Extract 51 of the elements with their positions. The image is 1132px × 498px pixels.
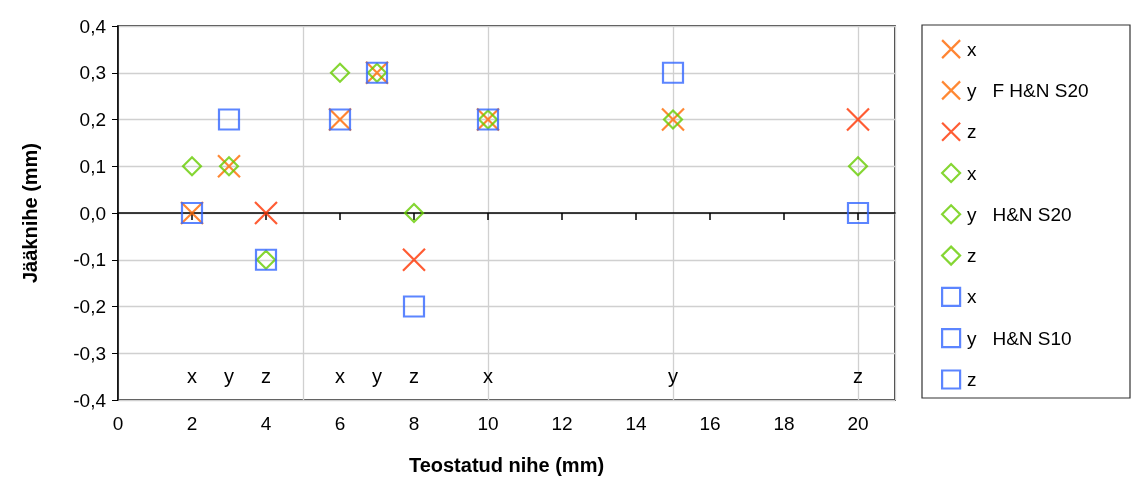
annotation: x: [187, 365, 197, 387]
point: [329, 62, 351, 83]
legend-label: x: [967, 162, 978, 184]
x-tick-label: 12: [551, 413, 573, 434]
y-tick-label: -0,2: [73, 296, 106, 317]
x-tick-label: 6: [334, 413, 346, 434]
annotation: z: [409, 365, 419, 387]
x-tick-label: 8: [408, 413, 420, 434]
y-tick-label: 0,3: [79, 62, 106, 84]
annotation: y: [668, 365, 678, 387]
point: [253, 200, 279, 226]
y-tick-label: 0,0: [79, 202, 106, 224]
y-axis-title: Jääknihe (mm): [19, 142, 41, 284]
x-tick-label: 4: [260, 413, 272, 434]
x-tick-label: 20: [847, 413, 869, 434]
annotation: z: [261, 365, 271, 387]
y-tick-label: 0,1: [79, 155, 106, 177]
y-tick-label: -0,1: [73, 249, 106, 271]
y-tick-label: -0,3: [73, 342, 106, 364]
y-tick-label: -0,4: [73, 389, 107, 411]
point: [217, 108, 241, 131]
point: [847, 156, 869, 177]
legend-label: z: [967, 245, 977, 267]
point: [181, 156, 203, 177]
annotation: y: [224, 365, 234, 387]
legend-label: y H&N S20: [967, 203, 1072, 225]
legend-label: x: [967, 286, 978, 308]
annotation: z: [853, 365, 863, 387]
legend-label: x: [967, 38, 978, 60]
point: [846, 201, 870, 225]
legend-label: y H&N S10: [967, 327, 1072, 349]
y-tick-label: 0,2: [79, 109, 106, 130]
x-tick-label: 14: [625, 413, 647, 434]
annotation: y: [372, 365, 382, 387]
legend-label: y F H&N S20: [967, 79, 1089, 101]
x-tick-label: 18: [773, 413, 795, 434]
y-tick-label: 0,4: [79, 15, 107, 37]
annotation: x: [335, 365, 345, 387]
point: [403, 202, 425, 224]
point: [845, 107, 871, 132]
x-axis-title: Teostatud nihe (mm): [408, 454, 605, 476]
x-tick-label: 16: [699, 413, 721, 434]
legend-label: z: [967, 369, 977, 390]
x-tick-label: 0: [112, 413, 124, 434]
point: [401, 247, 427, 272]
annotation: x: [483, 365, 493, 387]
point: [661, 61, 685, 84]
x-tick-label: 2: [186, 413, 198, 434]
point: [402, 295, 426, 318]
x-tick-label: 10: [477, 413, 499, 434]
legend-label: z: [967, 121, 977, 143]
